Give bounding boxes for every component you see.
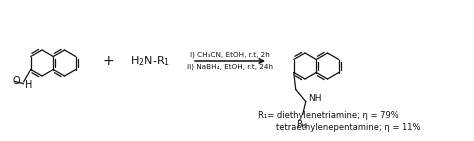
Text: H$_2$N-R$_1$: H$_2$N-R$_1$ <box>130 54 170 68</box>
Text: H: H <box>25 80 32 90</box>
Text: tetraethylenepentamine; η = 11%: tetraethylenepentamine; η = 11% <box>276 124 420 133</box>
Text: O: O <box>13 76 20 86</box>
Text: R$_1$: R$_1$ <box>296 118 308 131</box>
Text: I) CH₃CN, EtOH, r.t, 2h: I) CH₃CN, EtOH, r.t, 2h <box>190 51 270 58</box>
Text: +: + <box>102 54 114 68</box>
Text: R₁= diethylenetriamine; η = 79%: R₁= diethylenetriamine; η = 79% <box>258 111 399 120</box>
Text: II) NaBH₄, EtOH, r.t, 24h: II) NaBH₄, EtOH, r.t, 24h <box>187 64 273 70</box>
Text: NH: NH <box>308 94 321 103</box>
